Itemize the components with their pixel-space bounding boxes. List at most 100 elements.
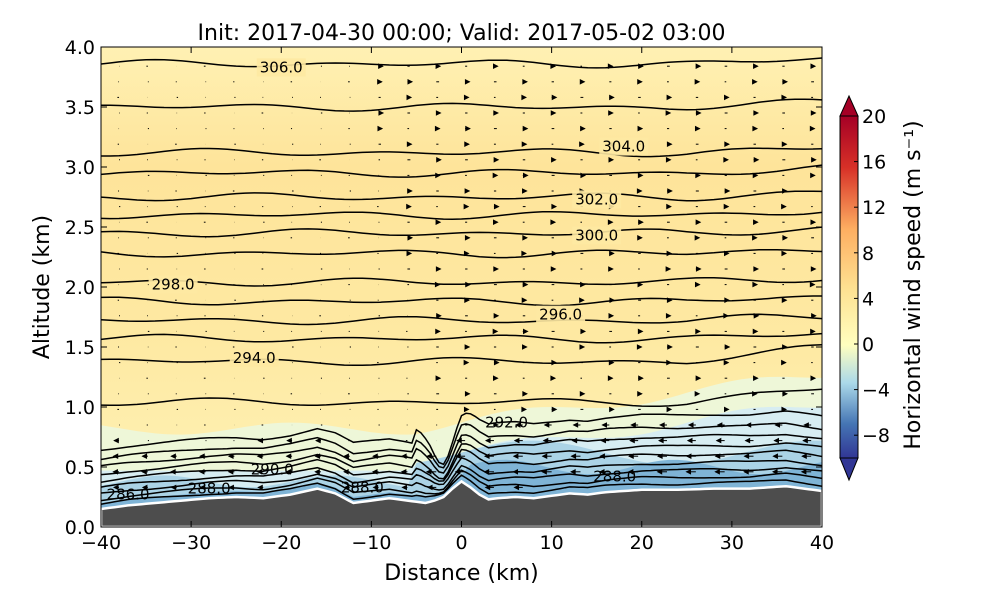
wind-vector	[685, 468, 696, 475]
wind-vector	[694, 125, 701, 132]
wind-vector	[285, 453, 293, 460]
wind-vector	[809, 281, 816, 288]
wind-vector	[724, 188, 731, 194]
wind-vector	[522, 390, 528, 397]
wind-vector	[695, 266, 702, 272]
wind-vector	[464, 234, 471, 241]
wind-vector	[493, 110, 499, 116]
wind-vector	[771, 468, 783, 475]
wind-vector	[522, 188, 528, 194]
wind-vector	[435, 110, 442, 116]
wind-vector	[377, 125, 384, 132]
x-tick-label: 30	[720, 532, 744, 554]
wind-vector	[579, 297, 585, 304]
chart-title: Init: 2017-04-30 00:00; Valid: 2017-05-0…	[198, 21, 726, 46]
y-tick-label: 0.5	[65, 457, 95, 479]
wind-vector	[543, 422, 552, 428]
wind-vector	[314, 453, 321, 460]
wind-vector	[723, 203, 730, 210]
wind-vector	[694, 281, 701, 288]
wind-vector	[401, 484, 408, 491]
wind-vector	[656, 453, 667, 460]
wind-vector	[781, 250, 788, 257]
wind-vector	[425, 468, 437, 475]
contour-label-text: 292.0	[485, 414, 528, 432]
contour-line-306	[101, 57, 822, 69]
wind-vector	[514, 422, 523, 428]
contour-line-295	[101, 332, 822, 344]
wind-vector	[752, 328, 759, 335]
wind-vector	[570, 453, 581, 460]
wind-vector	[463, 250, 470, 257]
contour-line-301	[101, 210, 822, 220]
wind-vector	[724, 141, 730, 148]
wind-vector	[638, 375, 644, 382]
wind-vector	[608, 266, 614, 272]
wind-vector	[666, 94, 673, 101]
wind-vector	[513, 484, 523, 491]
x-tick-label: 20	[630, 532, 654, 554]
contour-label-text: 288.0	[188, 480, 231, 498]
wind-vector	[551, 406, 558, 413]
wind-vector	[607, 375, 614, 382]
wind-vector	[378, 63, 384, 70]
wind-vector	[464, 390, 471, 397]
y-tick-label: 1.5	[65, 337, 95, 359]
wind-vector	[752, 78, 758, 85]
wind-vector	[579, 78, 586, 85]
wind-vector	[781, 297, 788, 304]
wind-vector	[659, 422, 667, 428]
wind-vector	[627, 468, 639, 475]
wind-vector	[665, 312, 672, 319]
wind-vector	[579, 390, 586, 397]
wind-vector	[752, 234, 758, 241]
contour-line-low-1	[101, 422, 822, 469]
contour-line-296	[101, 313, 822, 326]
wind-vector	[550, 266, 557, 272]
wind-vector	[198, 468, 206, 475]
wind-vector	[455, 453, 466, 460]
wind-vector	[637, 234, 643, 241]
contour-line-303	[101, 164, 822, 178]
wind-vector	[257, 484, 264, 491]
colorbar-tick-label: 4	[862, 288, 874, 310]
contour-line-low-6	[101, 464, 822, 494]
x-tick-label: 0	[455, 532, 467, 554]
wind-vector	[772, 453, 783, 460]
contour-line-low-2	[101, 433, 822, 474]
wind-vector	[371, 468, 379, 475]
wind-vector	[724, 297, 730, 304]
wind-vector	[112, 453, 120, 460]
wind-vector	[286, 437, 293, 444]
contour-label-text: 294.0	[233, 349, 276, 367]
contour-line-low-3	[101, 442, 822, 480]
wind-vector	[607, 219, 614, 226]
wind-vector	[630, 422, 639, 428]
wind-vector	[810, 328, 816, 335]
y-tick-label: 2.5	[65, 217, 95, 239]
wind-vector	[774, 422, 783, 428]
colorbar-tick-label: 16	[862, 152, 886, 174]
wind-vector	[752, 172, 759, 179]
wind-vector	[695, 63, 702, 70]
y-tick-label: 0.0	[65, 517, 95, 539]
wind-vector	[493, 266, 499, 272]
wind-vector	[227, 468, 235, 475]
wind-vector	[810, 375, 817, 382]
x-tick-label: −30	[171, 532, 211, 554]
y-tick-label: 1.0	[65, 397, 95, 419]
wind-vector	[436, 156, 442, 163]
wind-vector	[406, 141, 413, 148]
wind-vector	[492, 172, 499, 179]
wind-vector	[285, 468, 293, 475]
wind-vector	[314, 468, 321, 475]
wind-vector	[407, 188, 413, 194]
wind-vector	[436, 312, 442, 319]
wind-vector	[665, 156, 672, 163]
colorbar: −8 −4 0 4 8 12 16 20	[839, 94, 890, 482]
wind-vector	[493, 359, 500, 366]
wind-vector	[542, 437, 552, 444]
y-tick-label: 4.0	[65, 37, 95, 59]
x-axis-label: Distance (km)	[384, 561, 539, 586]
colorbar-ticks: −8 −4 0 4 8 12 16 20	[854, 106, 890, 447]
